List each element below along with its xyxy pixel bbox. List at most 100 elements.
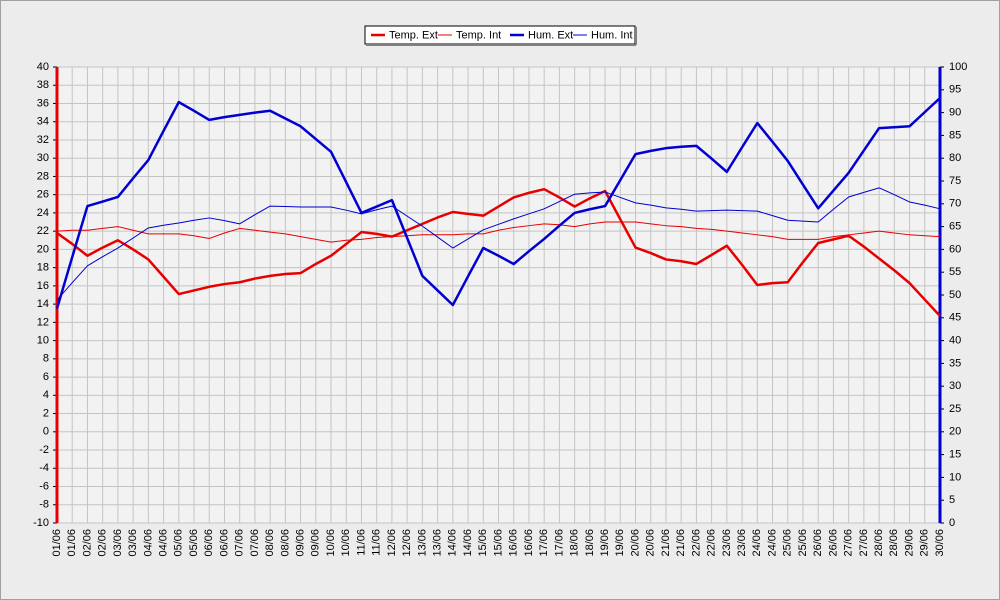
x-tick-label: 27/06	[843, 529, 855, 557]
y-tick-label: -10	[33, 517, 49, 529]
x-tick-label: 22/06	[690, 529, 702, 557]
x-tick-label: 01/06	[66, 529, 78, 557]
x-tick-label: 03/06	[127, 529, 139, 557]
x-tick-label: 23/06	[736, 529, 748, 557]
x-tick-label: 02/06	[97, 529, 109, 557]
y2-tick-label: 55	[949, 266, 961, 278]
y2-tick-label: 40	[949, 335, 961, 347]
y2-tick-label: 95	[949, 84, 961, 96]
x-tick-label: 05/06	[173, 529, 185, 557]
x-tick-label: 28/06	[873, 529, 885, 557]
x-tick-label: 29/06	[919, 529, 931, 557]
y2-tick-label: 5	[949, 494, 955, 506]
x-tick-label: 04/06	[142, 529, 154, 557]
x-tick-label: 18/06	[569, 529, 581, 557]
y-tick-label: 40	[37, 61, 49, 73]
y-tick-label: -6	[39, 480, 49, 492]
y-tick-label: 36	[37, 97, 49, 109]
x-tick-label: 19/06	[599, 529, 611, 557]
x-tick-label: 03/06	[112, 529, 124, 557]
y2-tick-label: 80	[949, 152, 961, 164]
y2-tick-label: 90	[949, 107, 961, 119]
y-tick-label: 6	[43, 371, 49, 383]
y-tick-label: 22	[37, 225, 49, 237]
x-tick-label: 14/06	[447, 529, 459, 557]
legend-label: Temp. Ext	[389, 29, 438, 41]
y-tick-label: 32	[37, 134, 49, 146]
x-tick-label: 09/06	[310, 529, 322, 557]
x-tick-label: 09/06	[294, 529, 306, 557]
y-tick-label: 4	[43, 389, 49, 401]
x-tick-label: 04/06	[157, 529, 169, 557]
legend-label: Hum. Ext	[528, 29, 573, 41]
y-tick-label: 18	[37, 262, 49, 274]
x-tick-label: 13/06	[432, 529, 444, 557]
x-tick-label: 29/06	[903, 529, 915, 557]
x-tick-label: 10/06	[340, 529, 352, 557]
x-tick-label: 21/06	[675, 529, 687, 557]
y-tick-label: 12	[37, 316, 49, 328]
y-tick-label: 2	[43, 407, 49, 419]
y2-tick-label: 20	[949, 426, 961, 438]
x-tick-label: 19/06	[614, 529, 626, 557]
y-tick-label: 38	[37, 79, 49, 91]
y2-tick-label: 100	[949, 61, 967, 73]
x-tick-label: 24/06	[751, 529, 763, 557]
y2-tick-label: 25	[949, 403, 961, 415]
x-tick-label: 21/06	[660, 529, 672, 557]
x-tick-label: 20/06	[645, 529, 657, 557]
x-tick-label: 23/06	[721, 529, 733, 557]
y2-tick-label: 65	[949, 221, 961, 233]
y2-tick-label: 75	[949, 175, 961, 187]
x-tick-label: 14/06	[462, 529, 474, 557]
y-tick-label: -8	[39, 499, 49, 511]
y-tick-label: 34	[37, 116, 49, 128]
x-tick-label: 11/06	[371, 529, 383, 556]
y-tick-label: 20	[37, 243, 49, 255]
x-tick-label: 25/06	[797, 529, 809, 557]
x-tick-label: 02/06	[81, 529, 93, 557]
y-tick-label: 24	[37, 207, 49, 219]
x-tick-label: 10/06	[325, 529, 337, 557]
series-line	[55, 97, 941, 310]
x-tick-label: 08/06	[264, 529, 276, 557]
y-tick-label: 8	[43, 353, 49, 365]
x-tick-label: 12/06	[401, 529, 413, 557]
y-tick-label: 30	[37, 152, 49, 164]
x-tick-label: 11/06	[355, 529, 367, 556]
x-tick-label: 28/06	[888, 529, 900, 557]
y2-tick-label: 35	[949, 357, 961, 369]
y-tick-label: -4	[39, 462, 49, 474]
x-tick-label: 15/06	[492, 529, 504, 557]
x-tick-label: 24/06	[766, 529, 778, 557]
legend: Temp. Ext Temp. Int Hum. Ext Hum. Int	[364, 25, 637, 46]
x-tick-label: 16/06	[508, 529, 520, 557]
x-tick-label: 22/06	[706, 529, 718, 557]
x-tick-label: 13/06	[416, 529, 428, 557]
y2-tick-label: 60	[949, 243, 961, 255]
x-tick-label: 30/06	[934, 529, 946, 557]
y-tick-label: 16	[37, 280, 49, 292]
y2-tick-label: 50	[949, 289, 961, 301]
legend-label: Hum. Int	[591, 29, 633, 41]
series-line	[56, 221, 941, 243]
x-tick-label: 07/06	[249, 529, 261, 557]
x-tick-label: 05/06	[188, 529, 200, 557]
series-line	[56, 187, 941, 301]
y2-tick-label: 85	[949, 129, 961, 141]
y2-tick-label: 45	[949, 312, 961, 324]
y-tick-label: 14	[37, 298, 49, 310]
series-line	[56, 187, 941, 317]
x-tick-label: 18/06	[584, 529, 596, 557]
x-tick-label: 25/06	[782, 529, 794, 557]
x-tick-label: 12/06	[386, 529, 398, 557]
y2-tick-label: 70	[949, 198, 961, 210]
x-tick-label: 01/06	[51, 529, 63, 557]
x-tick-label: 15/06	[477, 529, 489, 557]
y-tick-label: 28	[37, 170, 49, 182]
y-tick-label: 26	[37, 189, 49, 201]
x-tick-label: 26/06	[812, 529, 824, 557]
y2-tick-label: 10	[949, 471, 961, 483]
x-tick-label: 16/06	[523, 529, 535, 557]
